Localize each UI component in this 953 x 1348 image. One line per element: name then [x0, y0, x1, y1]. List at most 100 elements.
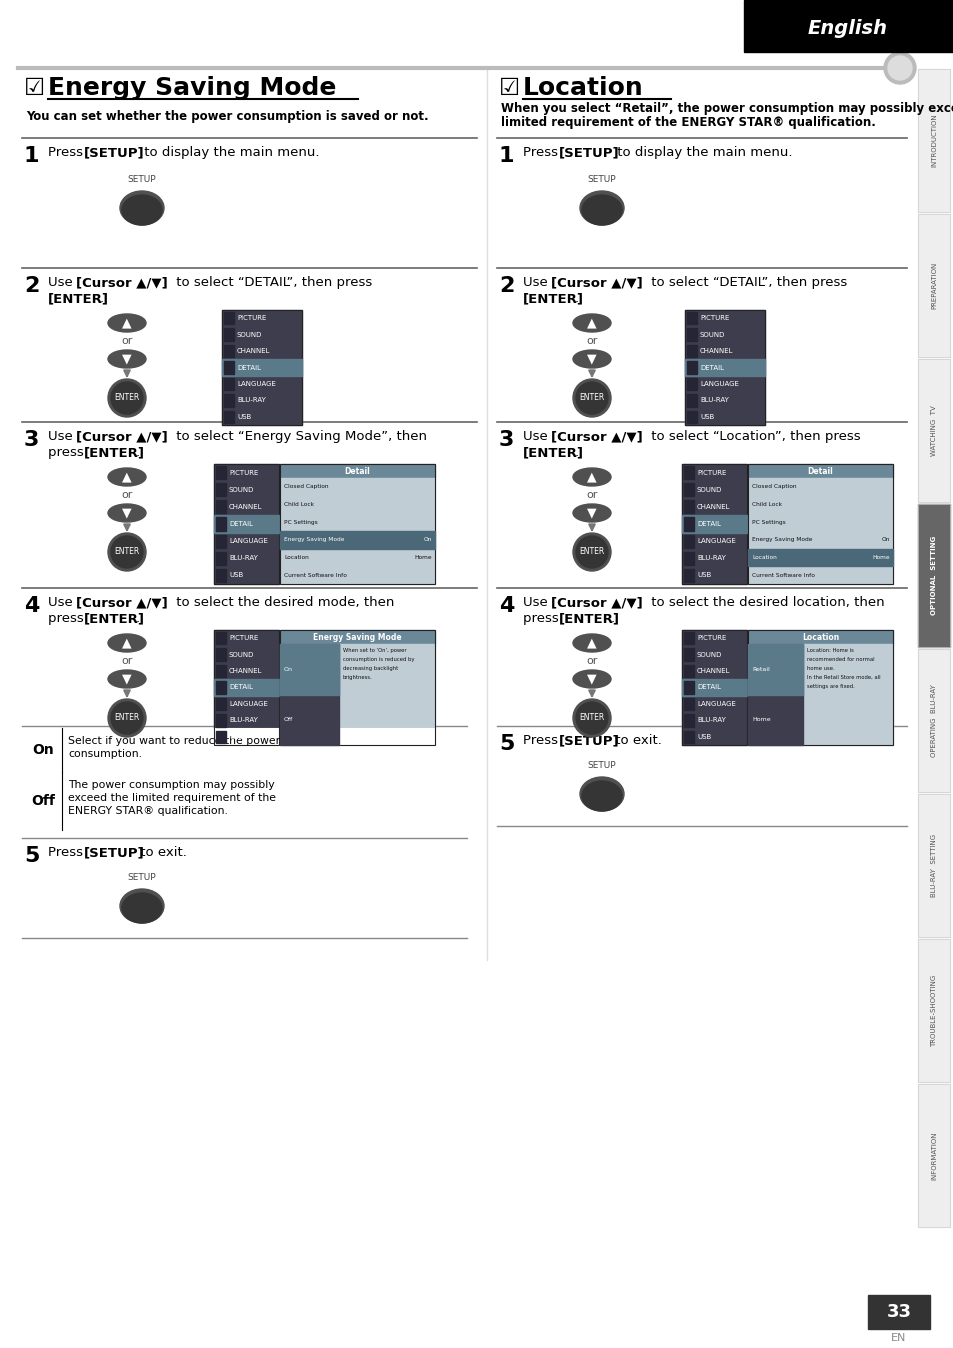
Text: press: press [48, 612, 88, 625]
Text: [ENTER]: [ENTER] [522, 293, 583, 305]
Ellipse shape [108, 634, 146, 652]
Bar [683, 665, 693, 677]
Bar [747, 464, 892, 584]
Text: Location: Location [522, 75, 643, 100]
Bar [686, 394, 697, 407]
Bar [683, 648, 693, 661]
Text: CHANNEL: CHANNEL [229, 669, 262, 674]
Bar [215, 518, 226, 531]
Ellipse shape [120, 888, 164, 923]
Bar [681, 515, 746, 532]
Text: DETAIL: DETAIL [700, 364, 723, 371]
Bar [917, 69, 949, 212]
Circle shape [576, 381, 607, 414]
Text: ▼: ▼ [122, 352, 132, 365]
Text: SOUND: SOUND [700, 332, 724, 337]
Text: Location: Home is: Location: Home is [806, 648, 853, 652]
Bar [280, 630, 435, 644]
Text: Home: Home [751, 717, 770, 723]
Bar [213, 630, 278, 745]
Bar [280, 644, 435, 745]
Text: [Cursor ▲/▼]: [Cursor ▲/▼] [551, 430, 642, 443]
Bar [686, 329, 697, 341]
Bar [213, 630, 278, 745]
Text: .: . [136, 446, 140, 460]
Text: 4: 4 [498, 596, 514, 616]
Text: to select “Location”, then press: to select “Location”, then press [646, 430, 860, 443]
Bar [747, 630, 892, 644]
Text: PC Settings: PC Settings [284, 520, 317, 524]
Circle shape [111, 381, 143, 414]
Text: PC Settings: PC Settings [751, 520, 785, 524]
Text: Press: Press [48, 847, 87, 859]
Text: to exit.: to exit. [136, 847, 187, 859]
Bar [681, 630, 746, 745]
Bar [917, 648, 949, 793]
Text: 5: 5 [498, 735, 514, 754]
Text: [SETUP]: [SETUP] [84, 146, 145, 159]
Bar [683, 698, 693, 710]
Text: consumption.: consumption. [68, 749, 142, 759]
Text: or: or [586, 336, 598, 346]
Text: Child Lock: Child Lock [284, 501, 314, 507]
Text: SOUND: SOUND [236, 332, 262, 337]
Text: EN: EN [890, 1333, 905, 1343]
Bar [215, 665, 226, 677]
Text: [SETUP]: [SETUP] [84, 847, 145, 859]
Text: When you select “Retail”, the power consumption may possibly exceed the: When you select “Retail”, the power cons… [500, 102, 953, 115]
Circle shape [573, 379, 610, 417]
Text: CHANNEL: CHANNEL [697, 504, 730, 510]
Ellipse shape [122, 195, 162, 225]
Text: SETUP: SETUP [128, 874, 156, 882]
Text: 1: 1 [498, 146, 514, 166]
Text: 2: 2 [498, 276, 514, 297]
Bar [280, 479, 435, 584]
Text: PREPARATION: PREPARATION [930, 262, 936, 309]
Text: [ENTER]: [ENTER] [558, 612, 619, 625]
Bar [215, 569, 226, 582]
Text: When set to ‘On’, power: When set to ‘On’, power [342, 648, 406, 652]
Bar [917, 940, 949, 1082]
Text: Closed Caption: Closed Caption [751, 484, 796, 489]
Text: decreasing backlight: decreasing backlight [342, 666, 397, 671]
Circle shape [111, 702, 143, 735]
Bar [280, 644, 338, 694]
Bar [683, 500, 693, 514]
Text: ENTER: ENTER [578, 394, 604, 403]
Text: 3: 3 [24, 430, 39, 450]
Ellipse shape [108, 314, 146, 332]
Text: USB: USB [697, 573, 711, 578]
Bar [280, 464, 435, 479]
Bar [917, 940, 949, 1082]
Text: Retail: Retail [751, 667, 769, 671]
Text: ▲: ▲ [587, 470, 597, 484]
Text: Home: Home [871, 555, 889, 559]
Bar [224, 311, 233, 325]
Text: Use: Use [522, 430, 552, 443]
Text: Energy Saving Mode: Energy Saving Mode [284, 538, 344, 542]
Text: Location: Location [284, 555, 309, 559]
Ellipse shape [108, 504, 146, 522]
Text: consumption is reduced by: consumption is reduced by [342, 656, 414, 662]
Text: limited requirement of the ENERGY STAR® qualification.: limited requirement of the ENERGY STAR® … [500, 116, 875, 129]
Ellipse shape [108, 670, 146, 687]
Text: ENTER: ENTER [114, 547, 139, 557]
Text: Use: Use [522, 596, 552, 609]
Bar [681, 464, 746, 584]
Bar [683, 551, 693, 565]
Text: CHANNEL: CHANNEL [236, 348, 271, 355]
Text: Location: Location [751, 555, 776, 559]
Ellipse shape [108, 350, 146, 368]
Text: LANGUAGE: LANGUAGE [229, 701, 268, 706]
Bar [224, 411, 233, 423]
Text: settings are fixed.: settings are fixed. [806, 683, 854, 689]
Bar [684, 310, 764, 425]
Text: ▼: ▼ [122, 507, 132, 519]
Bar [743, 0, 953, 53]
Bar [747, 549, 892, 566]
Bar [917, 504, 949, 647]
Text: SOUND: SOUND [229, 487, 254, 493]
Bar [215, 681, 226, 694]
Text: or: or [121, 491, 132, 500]
Text: SETUP: SETUP [587, 175, 616, 183]
